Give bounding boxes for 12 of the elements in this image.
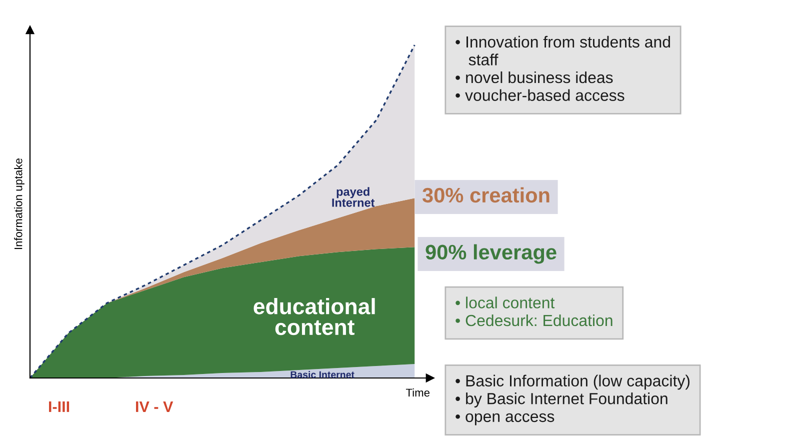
series-label: Basic Internet [290, 370, 354, 378]
series-label: educational content [254, 298, 375, 336]
text: • Innovation from students and staff • novel business ideas • voucher-based access [456, 36, 670, 101]
text: • Basic Information (low capacity) • by Basic Internet Foundation • open access [456, 374, 690, 426]
y-axis-title: Information uptake [14, 158, 24, 249]
annotation: 30% creation [422, 187, 550, 203]
text: • local content • Cedesurk: Education [456, 296, 612, 326]
annotation: 90% leverage [426, 244, 556, 264]
x-axis-title: Time [406, 388, 430, 397]
series-label: payed Internet [332, 187, 375, 207]
text: IV - V [136, 401, 174, 412]
text: I-III [49, 401, 70, 412]
